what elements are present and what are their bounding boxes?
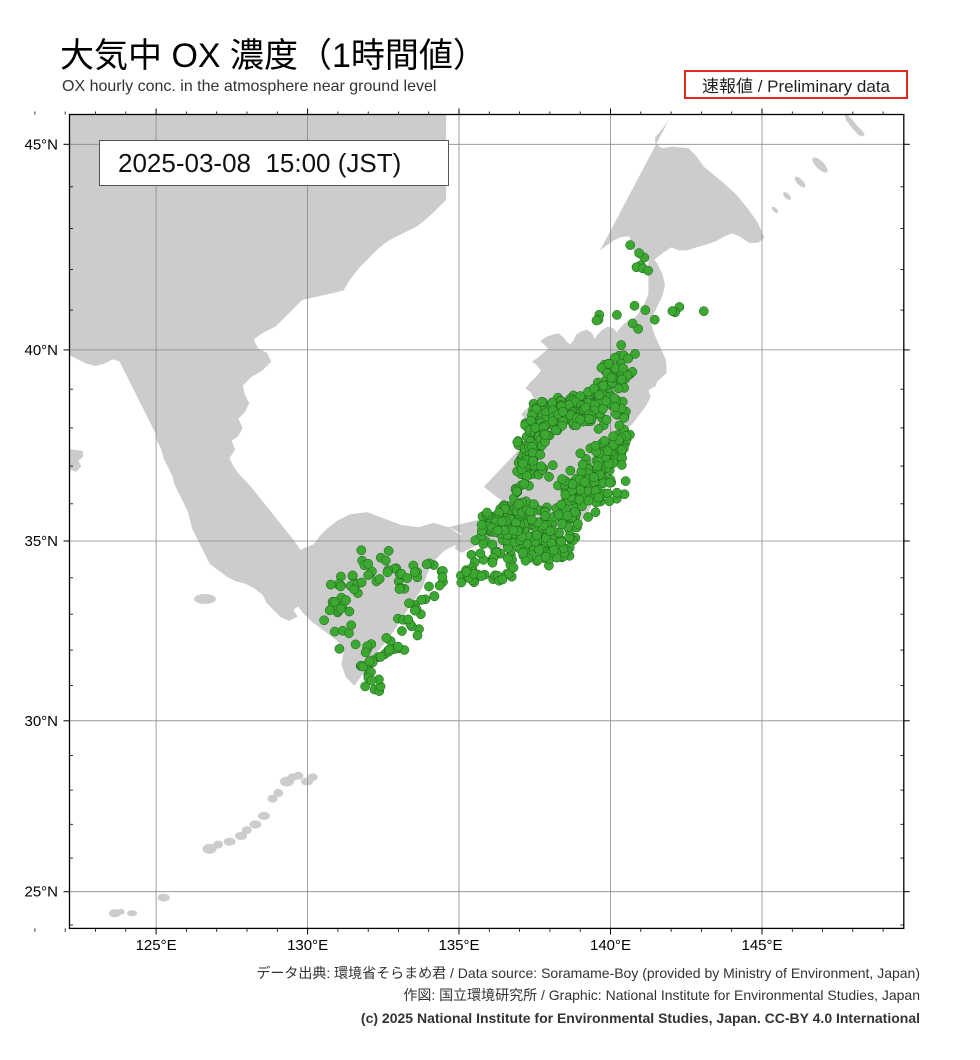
svg-text:145°E: 145°E — [741, 937, 782, 954]
svg-text:25°N: 25°N — [24, 884, 58, 901]
svg-text:135°E: 135°E — [438, 937, 479, 954]
svg-text:40°N: 40°N — [24, 342, 58, 359]
svg-text:45°N: 45°N — [24, 136, 58, 153]
svg-text:130°E: 130°E — [287, 937, 328, 954]
svg-text:140°E: 140°E — [590, 937, 631, 954]
svg-text:30°N: 30°N — [24, 713, 58, 730]
svg-text:125°E: 125°E — [136, 937, 177, 954]
svg-text:35°N: 35°N — [24, 533, 58, 550]
